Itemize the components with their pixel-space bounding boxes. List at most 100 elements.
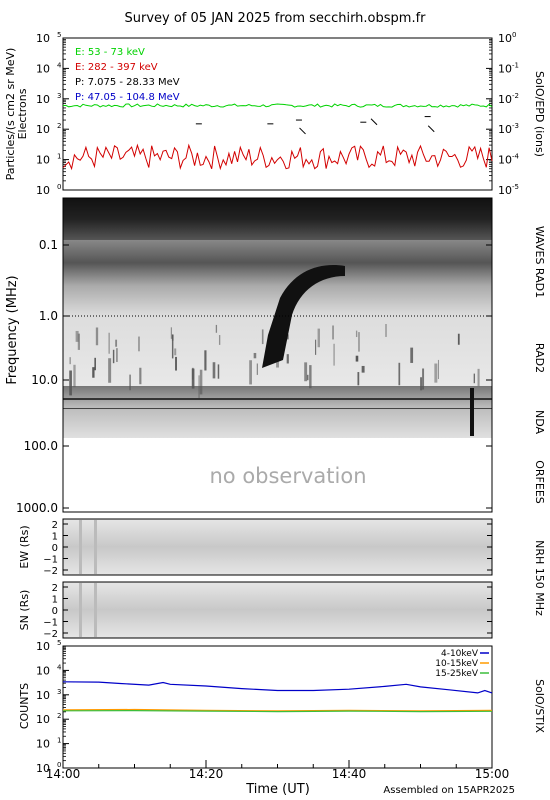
- epd-y-tick-exponent: 3: [57, 92, 61, 100]
- waves-radio-spike: [215, 324, 218, 333]
- epd-y-tick-exponent: 4: [57, 61, 62, 69]
- waves-radio-spike: [286, 354, 289, 364]
- stix-y-tick-exponent: 1: [57, 737, 61, 745]
- time-axis: 14:00 14:20 14:40 15:00: [46, 760, 510, 781]
- epd-proton-point: [299, 127, 306, 135]
- waves-panel: 0.1 1.0 10.0 100.0 1000.0 no observation Fre…: [5, 197, 546, 515]
- stix-y-tick-label: 10: [36, 664, 50, 677]
- waves-radio-spike: [204, 350, 207, 371]
- waves-radio-spike: [309, 365, 312, 389]
- waves-radio-spike: [139, 367, 142, 385]
- waves-radio-spike: [306, 374, 309, 381]
- stix-y-tick-label: 10: [36, 640, 50, 653]
- epd-y2-tick-label: 10: [498, 154, 512, 167]
- epd-y2-tick-exponent: -2: [512, 92, 519, 100]
- epd-y-ticks: 10 0 10 1 10 2 10 3 10 4 10 5: [36, 31, 69, 197]
- waves-radio-spike: [217, 364, 220, 379]
- epd-right-label: SoIO/EPD (ions): [533, 71, 546, 157]
- nrh-sn-y-ticks: 210−1−2: [43, 583, 492, 640]
- waves-streaks: [63, 324, 492, 436]
- nrh-sn-tick-label: −2: [43, 629, 58, 640]
- epd-y-tick-exponent: 2: [57, 122, 61, 130]
- epd-legend: E: 53 - 73 keV E: 282 - 397 keV P: 7.075…: [75, 47, 180, 103]
- epd-y-tick-exponent: 5: [57, 31, 61, 39]
- epd-ylabel: Particles/(s cm2 sr MeV): [4, 48, 17, 181]
- legend-4-10kev: 4-10keV: [441, 649, 479, 659]
- epd-y2-tick-exponent: -1: [512, 61, 519, 69]
- epd-y2-tick-label: 10: [498, 93, 512, 106]
- stix-y-tick-label: 10: [36, 762, 50, 775]
- waves-radio-spike: [95, 327, 99, 346]
- nrh-ew-tick-label: 1: [52, 532, 58, 543]
- waves-radio-spike: [410, 347, 414, 363]
- waves-radio-spike: [457, 333, 460, 345]
- waves-radio-spike: [253, 352, 257, 359]
- waves-radio-spike: [174, 348, 177, 356]
- legend-p-high: P: 47.05 - 104.8 MeV: [75, 92, 180, 103]
- waves-radio-spike: [73, 364, 76, 388]
- waves-radio-spike: [218, 335, 221, 345]
- nrh-sn-ylabel: SN (Rs): [18, 590, 31, 631]
- waves-radio-spike: [358, 332, 360, 352]
- epd-y-tick-label: 10: [36, 154, 50, 167]
- waves-radio-spike: [108, 358, 112, 383]
- waves-tick-label: 100.0: [24, 439, 58, 453]
- time-tick-label: 15:00: [475, 767, 510, 781]
- nrh-sn-image: [62, 581, 493, 639]
- stix-series-line: [62, 709, 493, 713]
- legend-p-low: P: 7.075 - 28.33 MeV: [75, 77, 180, 88]
- waves-radio-spike: [357, 372, 360, 386]
- stix-y-tick-label: 10: [36, 738, 50, 751]
- stix-ylabel: COUNTS: [18, 683, 31, 729]
- waves-radio-spike: [77, 333, 80, 350]
- waves-radio-spike: [94, 357, 96, 371]
- stix-right-label: SoIO/STIX: [533, 679, 546, 733]
- stix-panel: 10 0 10 1 10 2 10 3 10 4 10 5 4-10keV 10-15keV 15-2…: [18, 639, 546, 775]
- waves-radio-spike: [473, 373, 476, 384]
- waves-radio-spike: [212, 362, 216, 379]
- waves-tick-label: 0.1: [39, 238, 58, 252]
- waves-rad1-band: [63, 240, 492, 316]
- epd-y-tick-label: 10: [36, 62, 50, 75]
- waves-nda-band: [63, 386, 492, 438]
- waves-radio-spike: [92, 367, 95, 378]
- waves-radio-spike: [175, 356, 177, 371]
- waves-radio-spike: [434, 363, 438, 383]
- label-waves-rad1: WAVES RAD1: [533, 226, 546, 298]
- nrh-sn-tick-label: 2: [52, 583, 58, 594]
- epd-y-tick-label: 10: [36, 123, 50, 136]
- waves-radio-spike: [116, 348, 118, 362]
- stix-y-tick-exponent: 0: [57, 761, 61, 769]
- nrh-sn-streak-2: [94, 583, 97, 637]
- waves-radio-spike: [138, 336, 140, 352]
- nrh-ew-ylabel: EW (Rs): [18, 525, 31, 568]
- time-tick-label: 14:00: [46, 767, 81, 781]
- nrh-ew-y-ticks: 210−1−2: [43, 520, 492, 577]
- waves-radio-spike: [332, 325, 334, 340]
- waves-radio-spike: [304, 362, 308, 382]
- waves-radio-spike: [170, 327, 172, 339]
- waves-tick-label: 10.0: [31, 373, 58, 387]
- waves-y-ticks: 0.1 1.0 10.0 100.0 1000.0: [16, 238, 492, 515]
- waves-radio-spike: [249, 360, 252, 385]
- stix-y-tick-exponent: 4: [57, 663, 62, 671]
- stix-y-tick-exponent: 2: [57, 712, 61, 720]
- nrh-sn-streak-1: [79, 583, 82, 637]
- nrh-sn-panel: 210−1−2 SN (Rs) NRH 150 MHz: [18, 540, 546, 640]
- waves-plot-frame: [62, 197, 493, 513]
- epd-y2-tick-label: 10: [498, 123, 512, 136]
- stix-y-tick-label: 10: [36, 689, 50, 702]
- assembled-footer: Assembled on 15APR2025: [383, 785, 515, 796]
- waves-radio-spike: [115, 339, 118, 347]
- waves-radio-spike: [385, 324, 387, 337]
- nda-band-line: [63, 398, 492, 400]
- nrh-sn-tick-label: 1: [52, 595, 58, 606]
- waves-radio-spike: [361, 365, 365, 373]
- epd-y2-tick-exponent: -5: [512, 183, 519, 191]
- waves-radio-spike: [477, 368, 480, 387]
- label-nda: NDA: [533, 410, 546, 435]
- waves-radio-spike: [355, 330, 358, 338]
